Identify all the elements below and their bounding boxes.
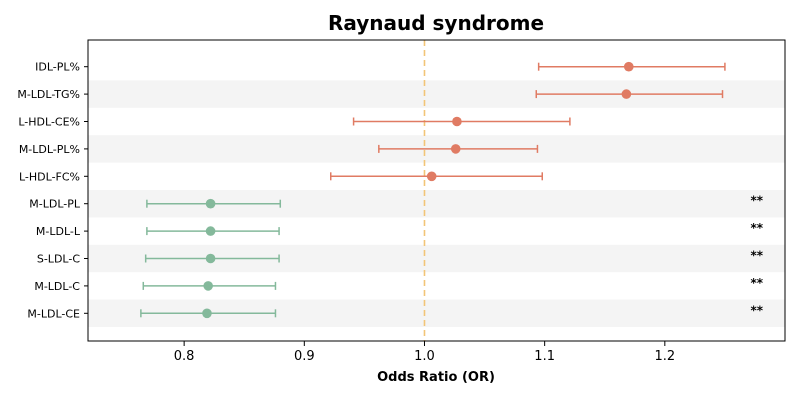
significance-marker: **	[750, 221, 763, 235]
odds-ratio-point	[450, 144, 461, 154]
y-tick-label: M-LDL-PL	[29, 198, 81, 211]
y-tick-label: L-HDL-FC%	[19, 170, 80, 183]
y-tick-label: IDL-PL%	[35, 61, 80, 74]
significance-marker: **	[750, 303, 763, 317]
plot-frame	[87, 39, 786, 342]
x-tick-label: 1.0	[414, 349, 435, 364]
significance-marker: **	[750, 249, 763, 263]
odds-ratio-point	[205, 253, 216, 264]
plot-area: 0.8 0.9 1.0 1.1 1.2 IDL-PL% M-LDL-TG% L-HDL-CE%…	[17, 39, 786, 364]
x-tick-label: 0.8	[174, 349, 195, 364]
y-tick-label: M-LDL-TG%	[17, 88, 80, 101]
odds-ratio-point	[623, 61, 634, 72]
odds-ratio-point	[205, 226, 216, 236]
odds-ratio-point	[205, 198, 216, 209]
x-tick-label: 0.9	[294, 349, 315, 364]
odds-ratio-point	[202, 308, 212, 319]
significance-marker: **	[750, 194, 763, 208]
odds-ratio-point	[203, 281, 213, 291]
x-tick-label: 1.2	[654, 349, 675, 364]
significance-marker: **	[750, 276, 763, 290]
y-tick-label: L-HDL-CE%	[18, 116, 80, 129]
y-tick-label: M-LDL-C	[34, 280, 80, 293]
y-tick-label: M-LDL-PL%	[19, 143, 80, 156]
y-tick-label: S-LDL-C	[37, 253, 80, 266]
x-axis-label: Odds Ratio (OR)	[377, 370, 495, 385]
y-tick-label: M-LDL-CE	[27, 307, 80, 320]
y-tick-label: M-LDL-L	[36, 225, 81, 238]
odds-ratio-point	[621, 89, 632, 99]
x-tick-label: 1.1	[534, 349, 555, 364]
odds-ratio-point	[452, 116, 462, 127]
odds-ratio-point	[426, 171, 437, 182]
chart-title: Raynaud syndrome	[328, 11, 544, 35]
